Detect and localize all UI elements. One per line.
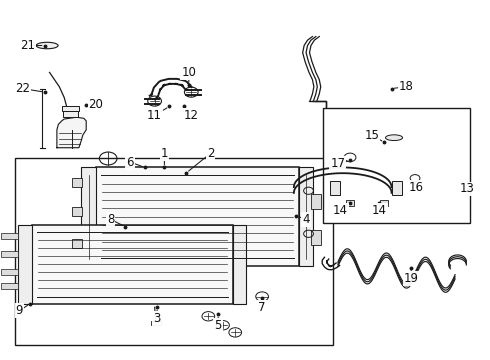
Text: 4: 4 [302, 213, 310, 226]
Text: 14: 14 [372, 204, 387, 217]
Bar [72, 207, 82, 216]
Bar [0, 233, 18, 239]
Polygon shape [57, 117, 86, 148]
Bar [18, 225, 32, 304]
Bar [0, 283, 18, 289]
Bar [0, 269, 18, 275]
Text: 21: 21 [20, 39, 35, 52]
Text: 19: 19 [404, 272, 418, 285]
Bar [299, 167, 314, 266]
Text: 9: 9 [16, 305, 23, 318]
Bar [63, 111, 78, 117]
Text: 15: 15 [365, 129, 379, 142]
Bar [311, 194, 321, 209]
Bar [330, 181, 340, 195]
Bar [323, 108, 470, 223]
Text: 10: 10 [181, 66, 196, 79]
Bar [392, 181, 402, 195]
Text: 12: 12 [184, 109, 199, 122]
Text: 8: 8 [107, 213, 114, 226]
Text: 11: 11 [147, 109, 162, 122]
Text: 14: 14 [333, 204, 348, 217]
Ellipse shape [36, 42, 58, 49]
Text: 20: 20 [89, 98, 103, 111]
Bar [62, 107, 79, 111]
Text: 16: 16 [409, 181, 423, 194]
Text: 1: 1 [161, 147, 168, 159]
Bar [15, 158, 333, 345]
Text: 22: 22 [15, 82, 30, 95]
Text: 17: 17 [330, 157, 345, 170]
Text: 6: 6 [126, 156, 134, 168]
Bar [72, 178, 82, 187]
Text: 5: 5 [215, 319, 222, 332]
Bar [81, 167, 96, 266]
Text: 18: 18 [399, 80, 414, 93]
Ellipse shape [386, 135, 403, 140]
Bar [151, 321, 161, 325]
Bar [0, 251, 18, 257]
Text: 7: 7 [258, 301, 266, 314]
Text: 2: 2 [207, 147, 215, 159]
Bar [346, 201, 354, 206]
Bar [96, 167, 299, 266]
Text: 13: 13 [460, 183, 475, 195]
Bar [380, 201, 388, 206]
Bar [233, 225, 246, 304]
Text: 3: 3 [153, 311, 161, 325]
Bar [72, 239, 82, 248]
Bar [32, 225, 233, 304]
Bar [311, 230, 321, 244]
